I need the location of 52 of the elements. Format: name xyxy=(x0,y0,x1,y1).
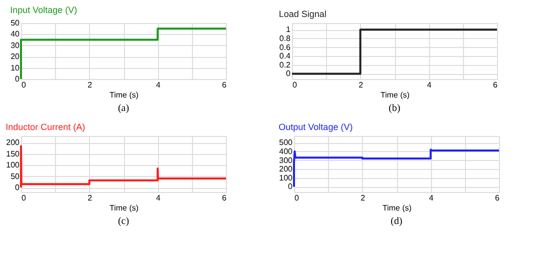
y-tick-label: 50 xyxy=(10,172,20,181)
text: (a) xyxy=(118,103,130,114)
line-series xyxy=(20,145,227,189)
chart-title: Input Voltage (V) xyxy=(10,5,78,15)
y-tick-label: 1 xyxy=(286,25,292,34)
y-tick-label: 0 xyxy=(15,183,20,192)
y-tick-label: 0.6 xyxy=(279,42,292,52)
y-tick-label: 500 xyxy=(279,138,294,148)
y-tick-label: 400 xyxy=(279,146,294,156)
y-tick-label: 0.2 xyxy=(279,60,292,70)
x-tick-label: 4 xyxy=(428,194,434,202)
x-tick-label: 2 xyxy=(88,80,93,90)
y-tick-label: 0.8 xyxy=(279,34,292,43)
x-axis-title: Time (s) xyxy=(109,90,139,100)
y-tick-label: 200 xyxy=(279,164,294,174)
y-tick-label: 50 xyxy=(10,18,20,28)
text: (c) xyxy=(118,216,130,227)
y-tick-label: 20 xyxy=(10,52,20,62)
chart-title: Output Voltage (V) xyxy=(278,122,353,132)
x-tick-label: 6 xyxy=(493,80,498,90)
y-tick-label: 0 xyxy=(286,69,292,78)
x-axis-title: Time (s) xyxy=(382,204,412,212)
y-tick-label: 100 xyxy=(279,173,294,182)
y-tick-label: 150 xyxy=(6,149,20,158)
y-tick-label: 30 xyxy=(10,40,20,50)
text: (d) xyxy=(390,216,402,227)
y-tick-label: 0.4 xyxy=(279,52,292,61)
x-tick-label: 6 xyxy=(222,80,228,90)
y-tick-label: 300 xyxy=(279,156,294,165)
x-tick-label: 2 xyxy=(358,80,364,90)
line-series xyxy=(293,148,500,188)
y-tick-label: 0 xyxy=(15,74,20,84)
x-tick-label: 2 xyxy=(360,194,366,202)
y-tick-label: 10 xyxy=(10,63,20,72)
y-tick-label: 100 xyxy=(6,160,20,170)
x-axis-title: Time (s) xyxy=(380,90,410,100)
y-tick-label: 40 xyxy=(10,30,20,39)
chart-title: Load Signal xyxy=(278,9,326,19)
y-tick-label: 0 xyxy=(288,182,294,192)
x-tick-label: 4 xyxy=(156,80,161,90)
x-axis-title: Time (s) xyxy=(109,204,139,212)
x-tick-label: 0 xyxy=(294,194,300,202)
x-tick-label: 0 xyxy=(22,194,26,202)
x-tick-label: 6 xyxy=(222,194,228,202)
chart-title: Inductor Current (A) xyxy=(6,122,86,132)
x-tick-label: 4 xyxy=(156,194,161,202)
x-tick-label: 4 xyxy=(426,80,432,90)
y-tick-label: 200 xyxy=(6,138,20,148)
text: (b) xyxy=(388,103,400,114)
x-tick-label: 6 xyxy=(495,194,500,202)
x-tick-label: 2 xyxy=(88,194,93,202)
x-tick-label: 0 xyxy=(22,80,26,90)
